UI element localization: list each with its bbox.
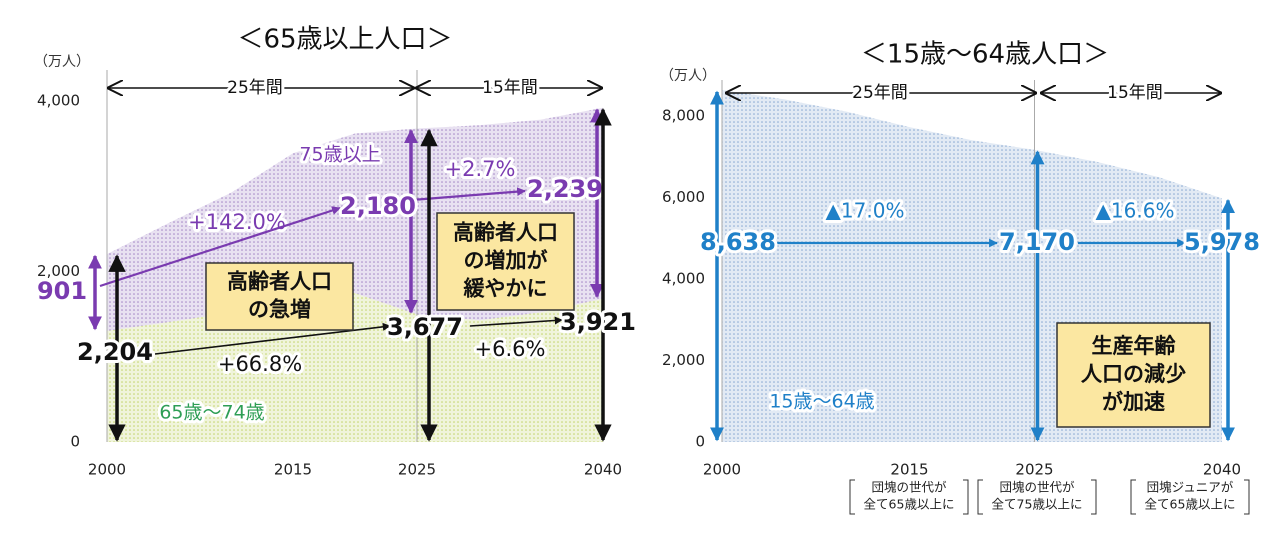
x-tick-label: 2025 — [398, 461, 436, 479]
annotation: +6.6% — [475, 337, 546, 361]
y-tick-label: 0 — [695, 433, 705, 451]
x-tick-label: 2015 — [890, 461, 928, 479]
x-tick-label: 2025 — [1015, 461, 1053, 479]
y-tick-label: 0 — [70, 433, 80, 451]
chart-title: ＜65歳以上人口＞ — [237, 25, 452, 55]
y-tick-label: 8,000 — [662, 107, 705, 125]
note-bracket — [1130, 479, 1250, 515]
series-label: 15歳〜64歳 — [769, 391, 874, 413]
callout-text: 人口の減少 — [1080, 362, 1186, 386]
value-label: 2,239 — [527, 175, 603, 203]
note-bracket — [849, 479, 969, 515]
annotation: ▲16.6% — [1096, 199, 1175, 223]
value-label: 7,170 — [999, 228, 1075, 256]
total-label: 3,677 — [387, 313, 463, 341]
annotation: +2.7% — [445, 157, 516, 181]
x-tick-label: 2040 — [1203, 461, 1241, 479]
annotation: +142.0% — [188, 210, 286, 234]
note-text: 団塊の世代が — [871, 480, 947, 495]
value-label: 5,978 — [1184, 228, 1260, 256]
x-tick-label: 2015 — [274, 461, 312, 479]
note-text: 全て75歳以上に — [992, 497, 1083, 512]
y-tick-label: 6,000 — [662, 188, 705, 206]
callout-text: 生産年齢 — [1092, 334, 1177, 358]
annotation: 15年間 — [482, 78, 538, 98]
y-tick-label: 2,000 — [37, 262, 80, 280]
callout-text: が加速 — [1102, 390, 1165, 414]
callout-text: の急増 — [248, 298, 311, 322]
total-label: 2,204 — [77, 338, 153, 366]
trend-arrow — [469, 316, 563, 327]
annotation: +66.8% — [218, 352, 302, 376]
annotation: 25年間 — [227, 78, 283, 98]
note-text: 団塊の世代が — [999, 480, 1075, 495]
y-tick-label: 2,000 — [662, 351, 705, 369]
x-tick-label: 2000 — [88, 461, 126, 479]
annotation: ▲17.0% — [826, 199, 905, 223]
trend-arrow — [99, 206, 341, 288]
y-axis-unit: （万人） — [34, 54, 90, 70]
annotation: 15年間 — [1107, 83, 1163, 103]
callout-text: 高齢者人口 — [453, 221, 558, 245]
y-tick-label: 4,000 — [662, 270, 705, 288]
callout-box — [205, 262, 354, 331]
x-tick-label: 2040 — [584, 461, 622, 479]
value-label: 8,638 — [700, 228, 776, 256]
callout-text: 緩やかに — [463, 277, 548, 301]
callout-text: 高齢者人口 — [227, 270, 332, 294]
series-label: 65歳〜74歳 — [159, 402, 264, 424]
x-tick-label: 2000 — [703, 461, 741, 479]
total-label: 3,921 — [560, 308, 636, 336]
note-text: 全て65歳以上に — [1145, 497, 1236, 512]
y-axis-unit: （万人） — [660, 68, 716, 84]
value-label: 2,180 — [340, 192, 416, 220]
callout-box — [1056, 322, 1211, 428]
note-text: 団塊ジュニアが — [1147, 480, 1234, 495]
y-tick-label: 4,000 — [37, 92, 80, 110]
note-text: 全て65歳以上に — [864, 497, 955, 512]
value-label: 901 — [37, 277, 87, 305]
callout-box — [436, 212, 575, 311]
series-label: 75歳以上 — [299, 144, 380, 166]
note-bracket — [977, 479, 1097, 515]
chart-title: ＜15歳〜64歳人口＞ — [861, 40, 1109, 70]
annotation: 25年間 — [852, 83, 908, 103]
callout-text: の増加が — [464, 249, 548, 273]
